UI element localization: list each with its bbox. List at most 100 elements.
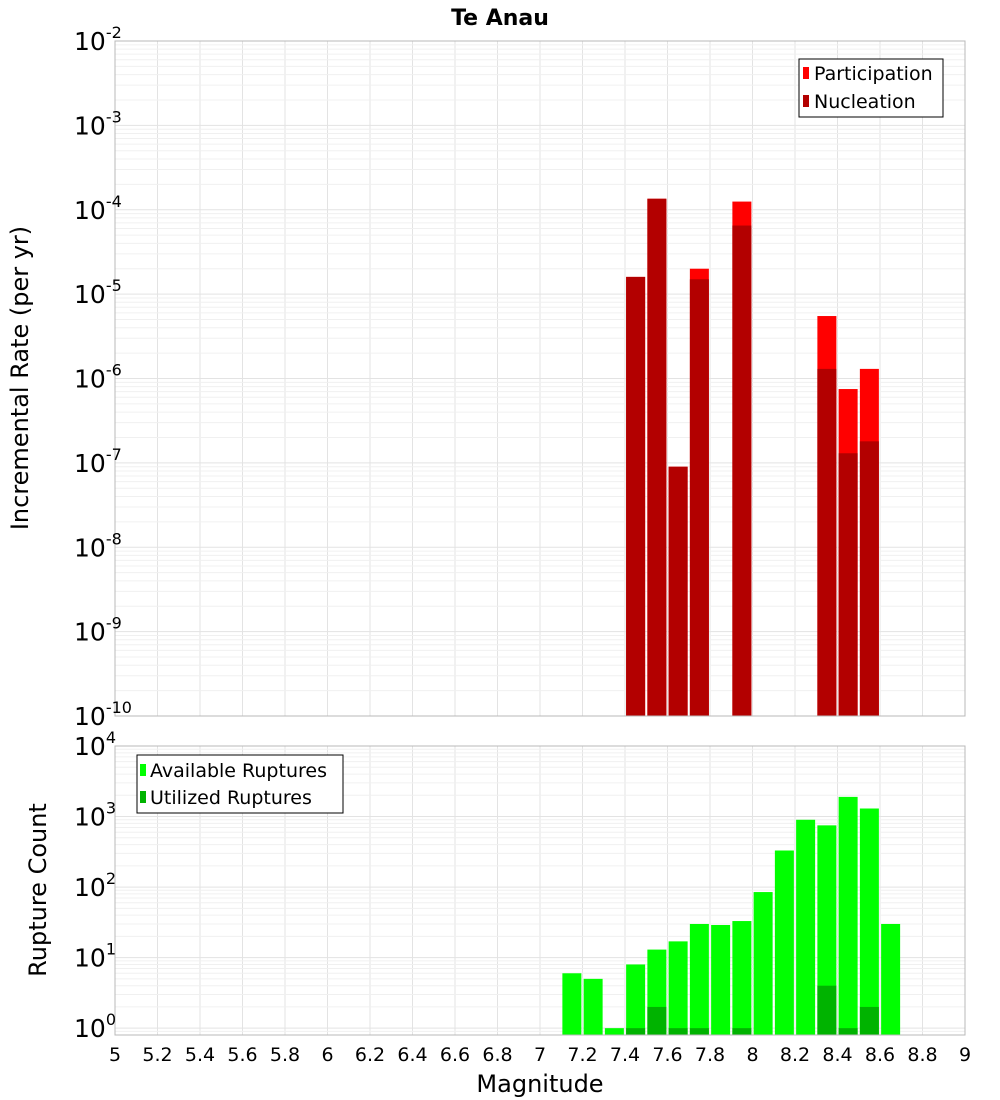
count-y-tick-label: 102	[74, 869, 116, 902]
available-ruptures-bar	[753, 892, 773, 1035]
available-ruptures-bar	[859, 808, 879, 1035]
magnitude-x-ticks: 5 5.2 5.4 5.6 5.8 6 6.2 6.4 6.6 6.8 7 7.2 7.4 7.6 7.8 8…	[109, 1044, 971, 1066]
available-ruptures-bar	[689, 923, 709, 1035]
available-ruptures-bar	[838, 796, 858, 1035]
rate-y-tick-label: 10-10	[74, 698, 132, 731]
x-tick-label: 8	[746, 1044, 758, 1066]
rate-y-tick-label: 10-2	[74, 23, 122, 56]
utilized-ruptures-bar	[689, 1028, 709, 1035]
nucleation-bar	[732, 225, 752, 716]
rate-plot-frame	[114, 40, 966, 717]
participation-legend-swatch	[803, 67, 809, 79]
count-y-tick-label: 100	[74, 1010, 116, 1043]
x-tick-label: 5	[109, 1044, 121, 1066]
available-ruptures-bar	[711, 925, 731, 1035]
available-legend-label: Available Ruptures	[150, 760, 327, 782]
nucleation-bar	[647, 198, 667, 717]
available-ruptures-bar	[562, 973, 582, 1035]
tick-exponent: 4	[106, 728, 116, 747]
count-legend-box	[136, 754, 344, 814]
rate-y-tick-label: 10-6	[74, 361, 122, 394]
tick-exponent: -8	[106, 529, 122, 548]
x-tick-label: 8.2	[780, 1044, 810, 1066]
utilized-legend-label: Utilized Ruptures	[150, 787, 312, 809]
tick-exponent: 1	[106, 940, 116, 959]
utilized-ruptures-bar	[732, 1028, 752, 1035]
tick-base: 10	[74, 111, 106, 140]
x-tick-label: 6.6	[440, 1044, 470, 1066]
tick-exponent: -2	[106, 23, 122, 42]
tick-exponent: 2	[106, 869, 116, 888]
count-legend: Available Ruptures Utilized Ruptures	[136, 754, 344, 814]
count-bars	[562, 796, 901, 1035]
available-ruptures-bar	[626, 964, 646, 1035]
tick-exponent: -7	[106, 445, 122, 464]
tick-exponent: -4	[106, 192, 122, 211]
tick-exponent: 3	[106, 799, 116, 818]
available-ruptures-bar	[881, 923, 901, 1035]
tick-base: 10	[74, 280, 106, 309]
count-y-tick-label: 101	[74, 940, 116, 973]
available-ruptures-bar	[817, 825, 837, 1035]
available-ruptures-bar	[732, 921, 752, 1035]
tick-base: 10	[74, 873, 106, 902]
tick-base: 10	[74, 533, 106, 562]
x-tick-label: 6	[321, 1044, 333, 1066]
utilized-ruptures-bar	[838, 1028, 858, 1035]
tick-exponent: -3	[106, 107, 122, 126]
utilized-ruptures-bar	[668, 1028, 688, 1035]
count-plot-frame	[114, 745, 966, 1036]
tick-exponent: 0	[106, 1010, 116, 1029]
tick-base: 10	[74, 365, 106, 394]
utilized-ruptures-bar	[626, 1028, 646, 1035]
x-tick-label: 7.2	[567, 1044, 597, 1066]
x-tick-label: 6.4	[397, 1044, 427, 1066]
x-axis-label: Magnitude	[476, 1070, 603, 1098]
x-tick-label: 6.2	[355, 1044, 385, 1066]
tick-base: 10	[74, 196, 106, 225]
x-tick-label: 5.4	[185, 1044, 215, 1066]
count-y-tick-label: 104	[74, 728, 116, 761]
utilized-ruptures-bar	[817, 985, 837, 1035]
nucleation-bar	[689, 279, 709, 716]
nucleation-bar	[626, 276, 646, 716]
available-ruptures-bar	[604, 1028, 624, 1035]
x-tick-label: 7	[534, 1044, 546, 1066]
count-y-tick-label: 103	[74, 799, 116, 832]
tick-base: 10	[74, 732, 106, 761]
nucleation-bar	[859, 441, 879, 716]
rate-y-tick-label: 10-3	[74, 107, 122, 140]
nucleation-bar	[817, 368, 837, 716]
tick-exponent: -5	[106, 276, 122, 295]
tick-exponent: -6	[106, 361, 122, 380]
x-tick-label: 7.6	[652, 1044, 682, 1066]
nucleation-legend-swatch	[803, 95, 809, 107]
available-ruptures-bar	[774, 850, 794, 1035]
rate-legend-box	[798, 58, 944, 118]
tick-exponent: -9	[106, 614, 122, 633]
x-tick-label: 7.8	[695, 1044, 725, 1066]
rate-y-tick-label: 10-8	[74, 529, 122, 562]
rate-bars	[626, 198, 879, 717]
nucleation-bar	[838, 453, 858, 716]
rate-grid	[114, 40, 966, 717]
tick-base: 10	[74, 449, 106, 478]
x-tick-label: 8.8	[907, 1044, 937, 1066]
tick-base: 10	[74, 702, 106, 731]
rate-y-tick-label: 10-5	[74, 276, 122, 309]
available-ruptures-bar	[796, 819, 816, 1035]
rate-y-tick-label: 10-7	[74, 445, 122, 478]
utilized-legend-swatch	[140, 791, 146, 803]
utilized-ruptures-bar	[647, 1006, 667, 1035]
x-tick-label: 9	[959, 1044, 971, 1066]
tick-base: 10	[74, 27, 106, 56]
tick-base: 10	[74, 803, 106, 832]
tick-base: 10	[74, 944, 106, 973]
tick-base: 10	[74, 618, 106, 647]
